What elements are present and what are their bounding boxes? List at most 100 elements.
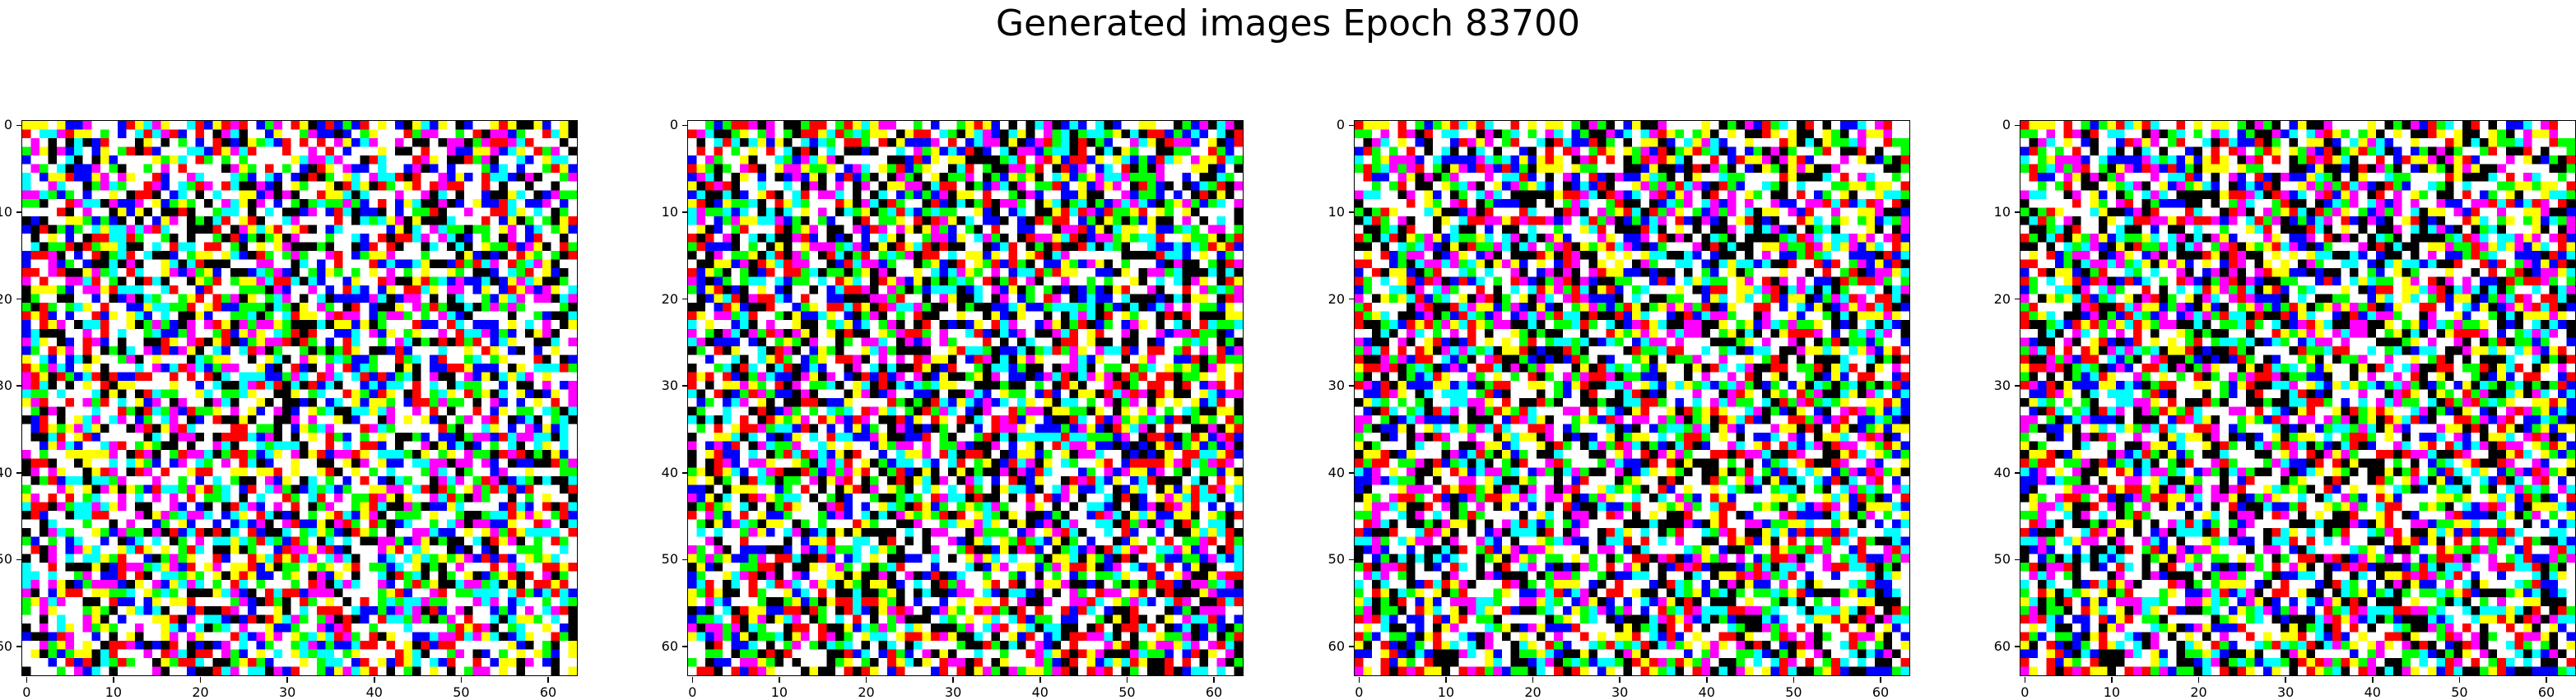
y-tick-1: [682, 211, 688, 213]
y-tick-label-1: 10: [661, 203, 678, 220]
x-tick-3: [2285, 677, 2286, 683]
x-tick-label-1: 10: [770, 684, 788, 700]
y-tick-label-1: 10: [0, 203, 12, 220]
image-panel-3: 0 10 20 30 40 50 60 0 10 20 30 40 50 60: [1328, 118, 1910, 700]
x-tick-3: [286, 677, 288, 683]
y-tick-label-1: 10: [1993, 203, 2011, 220]
y-tick-4: [2015, 472, 2020, 474]
generated-image-4: [2020, 121, 2575, 675]
generated-image-2: [688, 121, 1243, 675]
x-tick-1: [113, 677, 114, 683]
y-tick-label-0: 0: [2002, 117, 2011, 133]
y-tick-0: [2015, 124, 2020, 127]
x-tick-label-3: 30: [944, 684, 962, 700]
y-tick-6: [2015, 646, 2020, 647]
x-tick-label-2: 20: [1524, 684, 1541, 700]
y-tick-label-4: 40: [661, 464, 678, 480]
y-tick-label-6: 60: [0, 638, 12, 655]
x-tick-6: [547, 677, 549, 683]
y-tick-5: [16, 559, 22, 561]
y-tick-0: [16, 124, 22, 127]
x-tick-4: [1039, 677, 1041, 683]
y-tick-4: [16, 472, 22, 474]
y-tick-1: [16, 211, 22, 213]
x-tick-label-1: 10: [105, 684, 123, 700]
x-tick-0: [2024, 677, 2026, 683]
y-tick-label-4: 40: [0, 464, 12, 480]
y-tick-label-4: 40: [1993, 464, 2011, 480]
x-tick-4: [374, 677, 375, 683]
x-tick-6: [1880, 677, 1881, 683]
y-tick-label-2: 20: [0, 290, 12, 307]
y-tick-label-4: 40: [1328, 464, 1345, 480]
x-tick-label-1: 10: [2103, 684, 2121, 700]
y-tick-2: [682, 298, 688, 300]
image-panel-4: 0 10 20 30 40 50 60 0 10 20 30 40 50 60: [1994, 118, 2576, 700]
x-tick-label-5: 50: [453, 684, 470, 700]
x-tick-4: [2372, 677, 2374, 683]
y-tick-6: [16, 646, 22, 647]
x-tick-4: [1706, 677, 1708, 683]
x-tick-1: [2111, 677, 2113, 683]
y-tick-5: [1349, 559, 1355, 561]
x-tick-label-0: 0: [688, 684, 697, 700]
y-tick-2: [1349, 298, 1355, 300]
y-tick-3: [2015, 385, 2020, 387]
y-tick-label-0: 0: [1336, 117, 1345, 133]
x-tick-label-1: 10: [1437, 684, 1455, 700]
y-tick-label-5: 50: [661, 551, 678, 568]
x-tick-label-4: 40: [1031, 684, 1049, 700]
image-panel-1: 0 10 20 30 40 50 60 0 10 20 30 40 50 60: [0, 118, 578, 700]
y-tick-label-3: 30: [0, 378, 12, 394]
x-tick-label-4: 40: [2364, 684, 2381, 700]
x-tick-2: [1532, 677, 1534, 683]
x-tick-label-3: 30: [1611, 684, 1629, 700]
y-tick-2: [2015, 298, 2020, 300]
image-panel-2: 0 10 20 30 40 50 60 0 10 20 30 40 50 60: [662, 118, 1244, 700]
x-tick-5: [1126, 677, 1128, 683]
x-tick-5: [460, 677, 463, 683]
y-tick-3: [1349, 385, 1355, 387]
x-tick-0: [1358, 677, 1360, 683]
x-tick-label-6: 60: [2537, 684, 2555, 700]
generated-image-1: [22, 121, 577, 675]
x-tick-6: [2546, 677, 2547, 683]
y-tick-label-3: 30: [1993, 378, 2011, 394]
x-tick-label-2: 20: [858, 684, 875, 700]
x-tick-6: [1213, 677, 1215, 683]
x-tick-5: [2458, 677, 2461, 683]
y-tick-1: [2015, 211, 2020, 213]
x-tick-label-5: 50: [1785, 684, 1802, 700]
y-tick-0: [682, 124, 688, 127]
x-tick-label-0: 0: [2020, 684, 2030, 700]
x-tick-label-4: 40: [365, 684, 383, 700]
y-tick-label-6: 60: [1328, 638, 1345, 655]
y-tick-label-5: 50: [1328, 551, 1345, 568]
x-tick-label-2: 20: [192, 684, 209, 700]
x-tick-label-5: 50: [1118, 684, 1136, 700]
y-tick-4: [1349, 472, 1355, 474]
figure-title: Generated images Epoch 83700: [995, 2, 1581, 44]
x-tick-2: [199, 677, 202, 683]
y-tick-5: [682, 559, 688, 561]
y-tick-label-1: 10: [1328, 203, 1345, 220]
x-tick-label-3: 30: [278, 684, 296, 700]
y-tick-1: [1349, 211, 1355, 213]
x-tick-2: [2197, 677, 2200, 683]
x-tick-3: [952, 677, 954, 683]
y-tick-label-0: 0: [669, 117, 678, 133]
x-tick-label-6: 60: [1205, 684, 1223, 700]
x-tick-0: [26, 677, 28, 683]
y-tick-2: [16, 298, 22, 300]
x-tick-label-2: 20: [2190, 684, 2207, 700]
x-tick-1: [1445, 677, 1447, 683]
x-tick-3: [1619, 677, 1620, 683]
y-tick-5: [2015, 559, 2020, 561]
y-tick-0: [1349, 124, 1355, 127]
y-tick-6: [682, 646, 688, 647]
x-tick-label-0: 0: [1355, 684, 1364, 700]
y-tick-label-2: 20: [1993, 290, 2011, 307]
y-tick-label-3: 30: [1328, 378, 1345, 394]
y-tick-label-2: 20: [661, 290, 678, 307]
y-tick-label-3: 30: [661, 378, 678, 394]
